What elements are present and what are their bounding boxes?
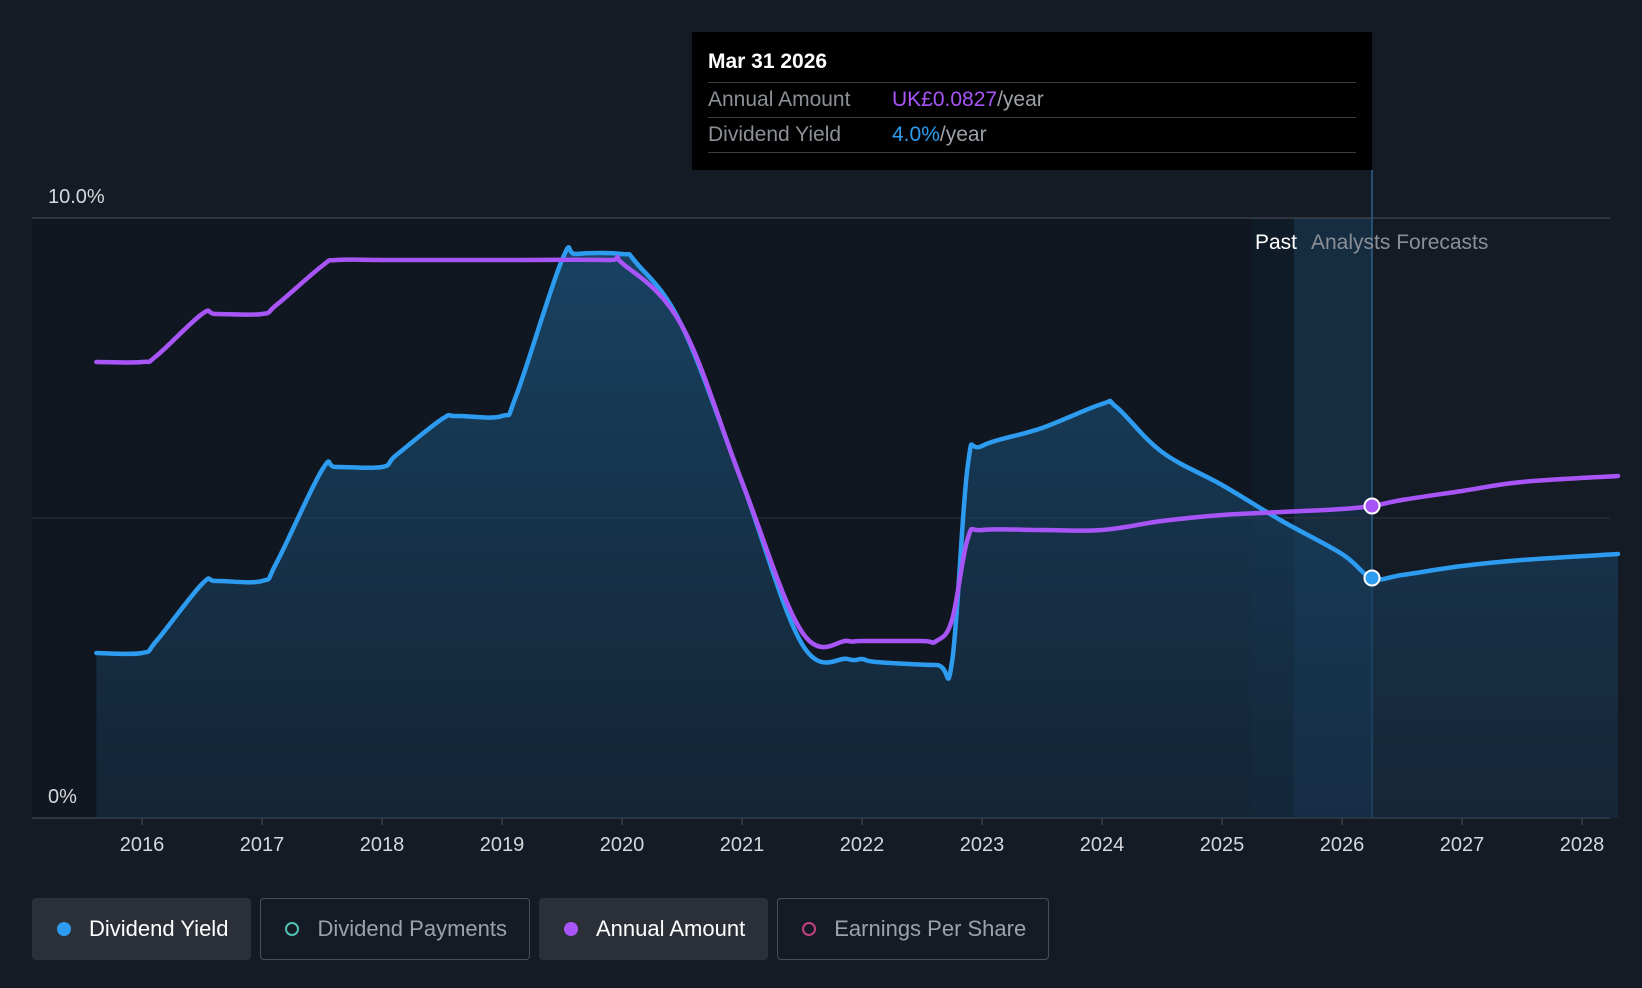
y-tick-label: 0% xyxy=(48,786,77,808)
x-tick-label: 2018 xyxy=(360,834,405,856)
dividend-yield-dot-icon xyxy=(57,922,71,936)
y-tick-label: 10.0% xyxy=(48,186,105,208)
tooltip-row-dividend-yield: Dividend Yield 4.0% /year xyxy=(708,118,1356,153)
tooltip-row-annual-amount: Annual Amount UK£0.0827 /year xyxy=(708,83,1356,118)
earnings-per-share-ring-icon xyxy=(802,922,817,936)
x-tick-label: 2019 xyxy=(480,834,525,856)
series-area-dividend-yield xyxy=(96,247,1618,818)
legend-earnings-per-share[interactable]: Earnings Per Share xyxy=(777,898,1050,960)
legend-dividend-payments[interactable]: Dividend Payments xyxy=(260,898,530,960)
x-tick-label: 2017 xyxy=(240,834,285,856)
tooltip-value: 4.0% xyxy=(892,123,940,146)
annual-amount-hover-point xyxy=(1363,497,1381,515)
x-tick-label: 2016 xyxy=(120,834,165,856)
tooltip-unit: /year xyxy=(939,123,987,146)
forecast-label: Analysts Forecasts xyxy=(1311,231,1488,254)
legend-label: Annual Amount xyxy=(595,916,746,941)
tooltip-value: UK£0.0827 xyxy=(892,88,998,111)
legend-label: Dividend Yield xyxy=(89,916,229,941)
x-tick-label: 2020 xyxy=(600,834,645,856)
tooltip-label: Dividend Yield xyxy=(708,123,842,146)
x-tick-label: 2023 xyxy=(960,834,1005,856)
annual-amount-dot-icon xyxy=(563,922,578,936)
dividend-yield-hover-point xyxy=(1363,569,1381,587)
x-tick-label: 2021 xyxy=(720,834,765,856)
legend-dividend-yield[interactable]: Dividend Yield xyxy=(32,898,252,960)
chart-legend: Dividend Yield Dividend Payments Annual … xyxy=(32,898,1050,960)
x-tick-label: 2026 xyxy=(1320,834,1365,856)
x-tick-label: 2025 xyxy=(1200,834,1245,856)
tooltip-label: Annual Amount xyxy=(708,88,851,111)
series-line-annual-amount xyxy=(94,254,1621,650)
tooltip-date: Mar 31 2026 xyxy=(708,46,1356,83)
past-label: Past xyxy=(1255,231,1297,254)
legend-label: Earnings Per Share xyxy=(834,916,1027,941)
dividend-payments-ring-icon xyxy=(285,922,300,936)
chart-tooltip: Mar 31 2026 Annual Amount UK£0.0827 /yea… xyxy=(692,32,1372,170)
legend-annual-amount[interactable]: Annual Amount xyxy=(538,898,769,960)
x-tick-label: 2028 xyxy=(1560,834,1605,856)
x-tick-label: 2024 xyxy=(1080,834,1125,856)
tooltip-unit: /year xyxy=(997,88,1044,111)
x-tick-label: 2027 xyxy=(1440,834,1485,856)
x-tick-label: 2022 xyxy=(840,834,885,856)
legend-label: Dividend Payments xyxy=(317,916,507,941)
